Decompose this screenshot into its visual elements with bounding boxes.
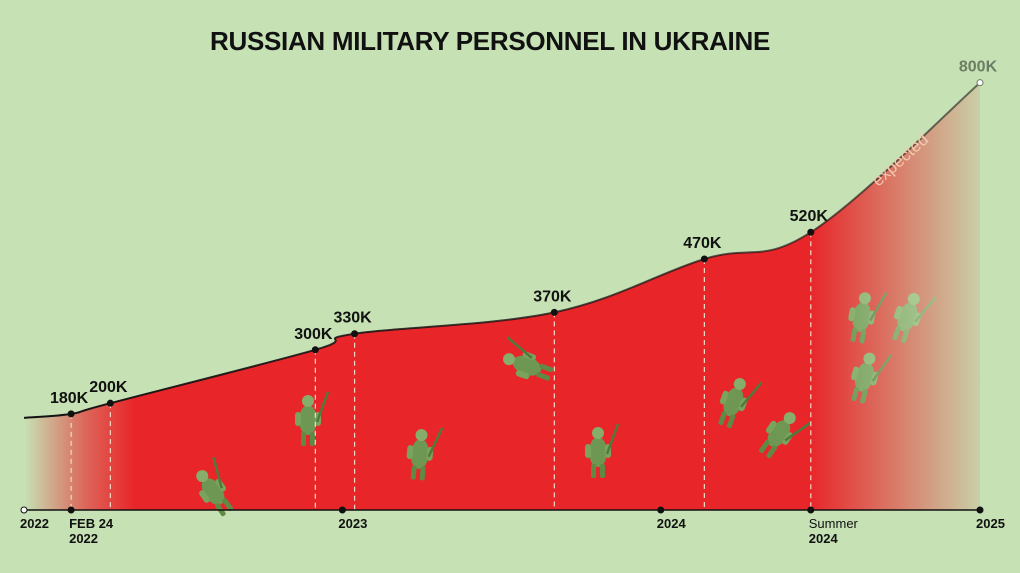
data-point <box>550 308 558 316</box>
tick-label: 2025 <box>976 516 1005 531</box>
data-label: 520K <box>790 208 829 225</box>
data-label: 330K <box>333 310 372 327</box>
expected-fade <box>810 60 980 510</box>
data-label: 180K <box>50 390 89 407</box>
data-label: 370K <box>533 288 572 305</box>
tick-dot <box>807 506 815 514</box>
series-line <box>23 81 981 419</box>
tick-label: FEB 24 <box>69 516 114 531</box>
data-point <box>67 410 75 418</box>
tick-sublabel: 2022 <box>69 531 98 546</box>
data-label: 200K <box>89 379 128 396</box>
tick-dot <box>67 506 75 514</box>
tick-dot <box>976 506 984 514</box>
data-label: 470K <box>683 235 722 252</box>
tick-label: 2022 <box>20 516 49 531</box>
data-point <box>976 79 984 87</box>
left-fade <box>24 300 134 510</box>
data-label: 300K <box>294 326 333 343</box>
tick-label: 2024 <box>657 516 687 531</box>
data-point <box>351 330 359 338</box>
fade-overlay <box>24 60 980 510</box>
tick-dot <box>338 506 346 514</box>
data-point <box>106 399 114 407</box>
data-point <box>700 255 708 263</box>
chart-title: RUSSIAN MILITARY PERSONNEL IN UKRAINE <box>210 26 770 56</box>
tick-dot <box>657 506 665 514</box>
data-label: 800K <box>959 59 998 76</box>
data-point <box>311 346 319 354</box>
data-point <box>807 228 815 236</box>
line-layer <box>23 81 981 510</box>
tick-label: Summer <box>809 516 859 531</box>
tick-sublabel: 2024 <box>809 531 839 546</box>
tick-dot <box>20 506 28 514</box>
tick-label: 2023 <box>338 516 367 531</box>
